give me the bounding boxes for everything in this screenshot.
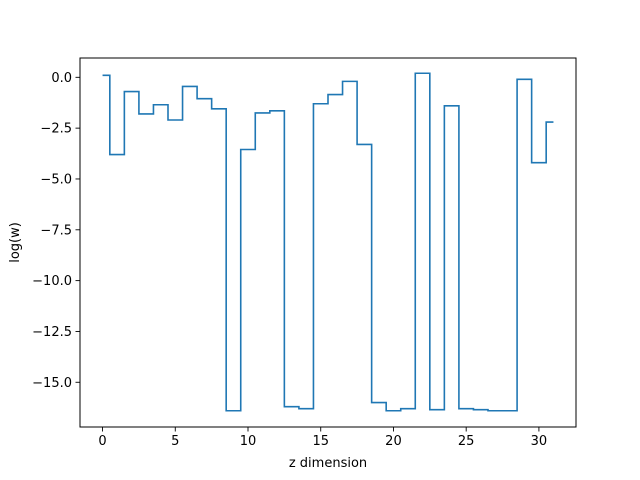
y-tick-label: −12.5 bbox=[32, 325, 72, 340]
y-tick-label: −2.5 bbox=[40, 122, 72, 137]
x-tick-label: 10 bbox=[240, 434, 257, 449]
x-axis-ticks: 0 5 10 15 20 25 30 bbox=[98, 427, 547, 449]
y-axis-ticks: 0.0 −2.5 −5.0 −7.5 −10.0 −12.5 −15.0 bbox=[32, 71, 80, 391]
y-axis-label: log(w) bbox=[8, 222, 23, 263]
x-tick-label: 30 bbox=[531, 434, 548, 449]
x-tick-label: 5 bbox=[171, 434, 179, 449]
x-tick-label: 15 bbox=[312, 434, 329, 449]
axes-frame bbox=[79, 57, 577, 428]
y-tick-label: −7.5 bbox=[40, 223, 72, 238]
y-tick-label: 0.0 bbox=[51, 71, 72, 86]
series-line-0 bbox=[102, 72, 554, 412]
x-tick-label: 20 bbox=[385, 434, 402, 449]
x-tick-label: 25 bbox=[458, 434, 475, 449]
y-tick-label: −15.0 bbox=[32, 376, 72, 391]
axes-background bbox=[80, 58, 576, 427]
series-layer bbox=[102, 72, 554, 412]
y-tick-label: −5.0 bbox=[40, 172, 72, 187]
plot-area bbox=[79, 57, 577, 428]
x-tick-label: 0 bbox=[98, 434, 106, 449]
x-axis-label: z dimension bbox=[289, 456, 367, 471]
y-tick-label: −10.0 bbox=[32, 274, 72, 289]
